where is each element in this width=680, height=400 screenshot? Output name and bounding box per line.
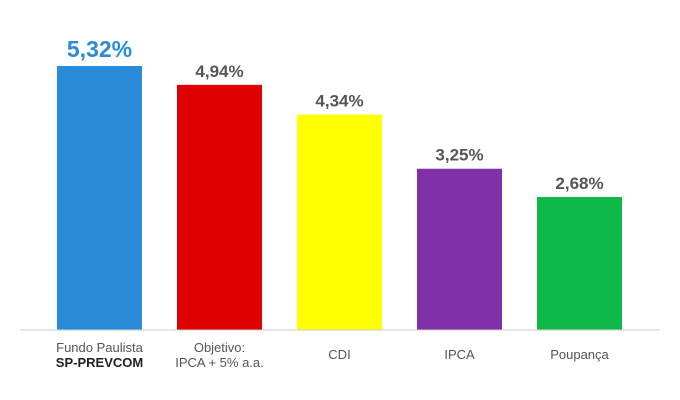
bar-value-label-5: 2,68%: [555, 174, 603, 193]
bar-value-label-3: 4,34%: [315, 92, 363, 111]
category-label-1: Fundo Paulista SP-PREVCOM: [56, 340, 144, 370]
bar-value-label-2: 4,94%: [195, 62, 243, 81]
bar-value-label-1: 5,32%: [67, 36, 132, 62]
labels-layer: 5,32% Fundo Paulista SP-PREVCOM 4,94% Objeti…: [56, 36, 610, 370]
bar-2: [177, 84, 262, 330]
bar-5: [537, 197, 622, 330]
category-label-3: CDI: [328, 347, 350, 362]
bar-value-label-4: 3,25%: [435, 146, 483, 165]
category-label-2: Objetivo: IPCA + 5% a.a.: [175, 340, 264, 370]
bars-layer: [57, 66, 622, 330]
bar-1: [57, 66, 142, 330]
category-label-5: Poupança: [550, 347, 609, 362]
category-label-4: IPCA: [444, 347, 475, 362]
bar-4: [417, 168, 502, 330]
bar-3: [297, 114, 382, 330]
